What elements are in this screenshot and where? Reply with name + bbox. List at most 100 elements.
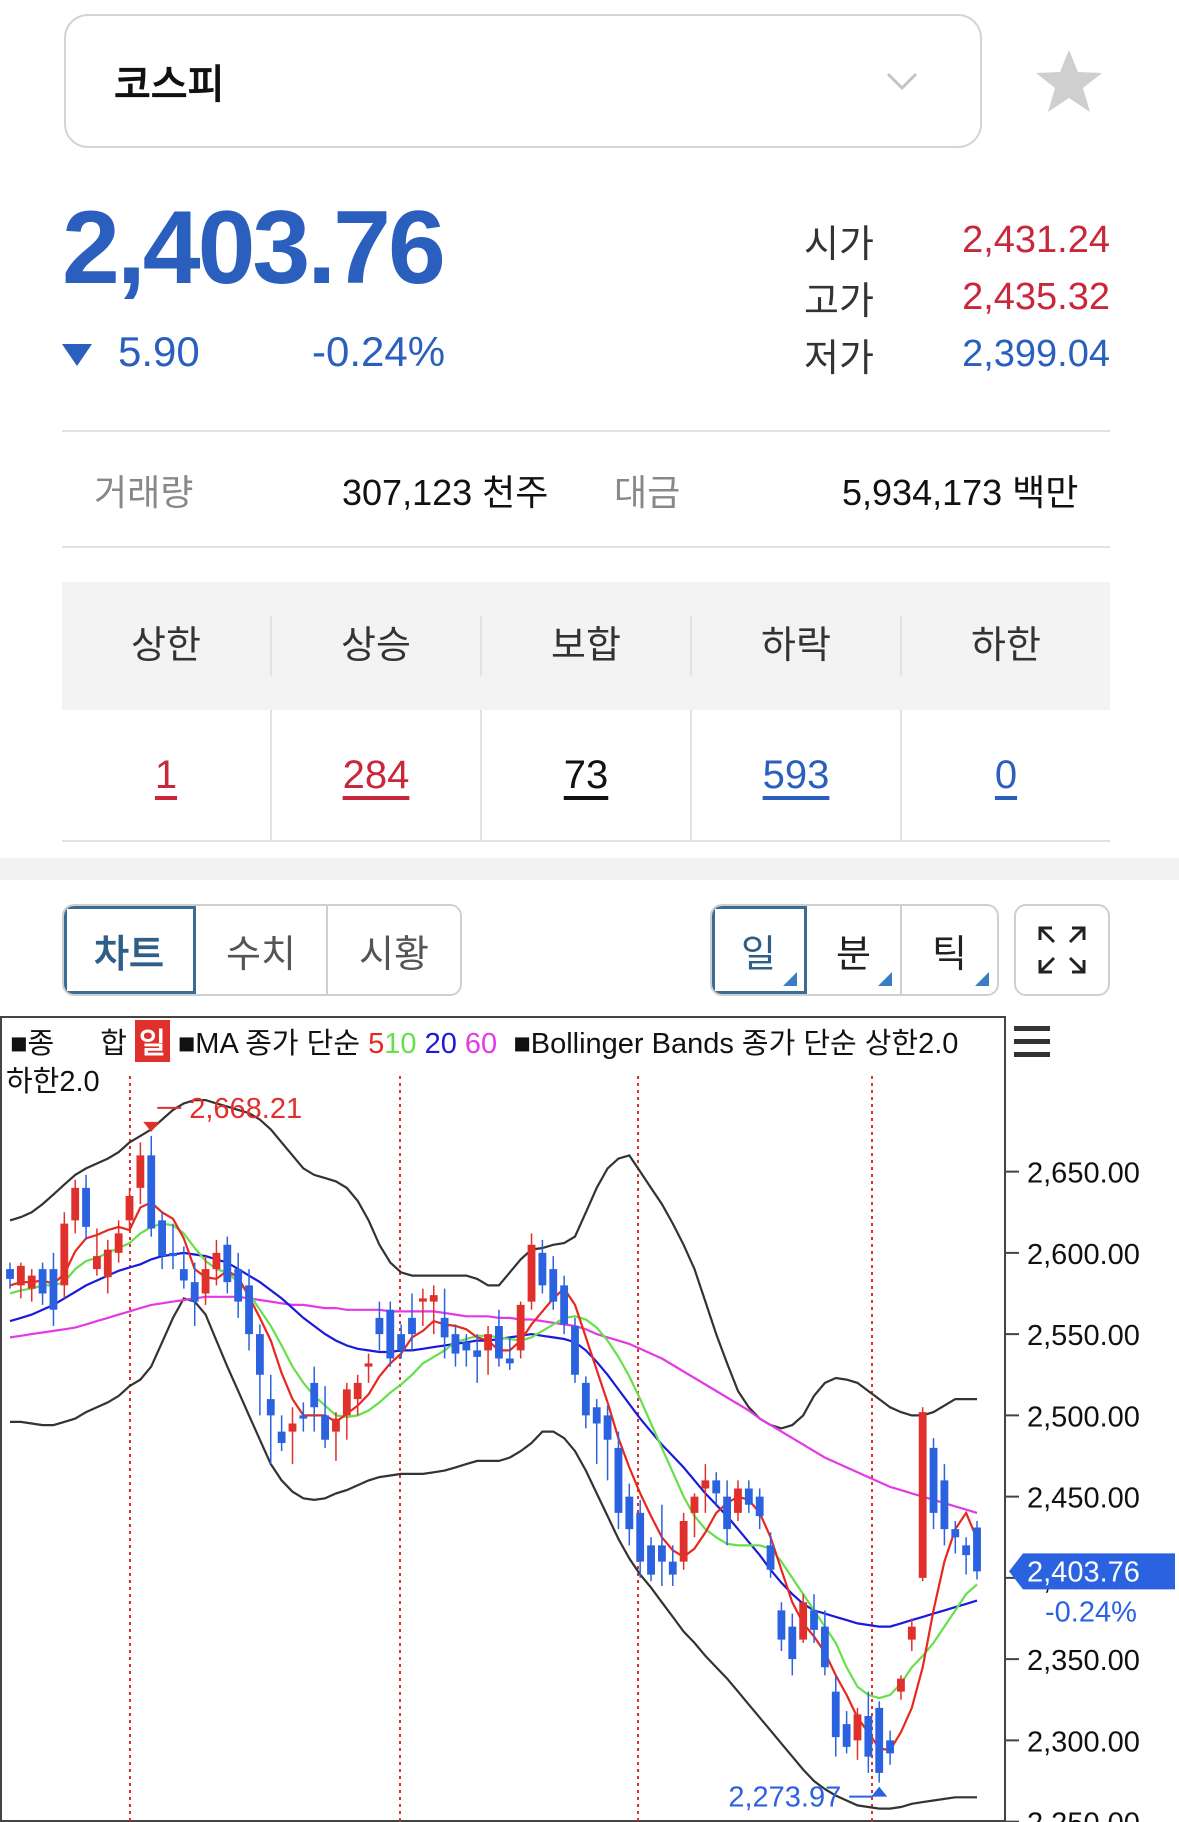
- candle-body: [49, 1269, 58, 1310]
- candle-body: [853, 1714, 862, 1741]
- breadth-fall-link[interactable]: 593: [692, 710, 902, 840]
- candle-body: [614, 1447, 623, 1513]
- favorite-star-icon[interactable]: [1034, 48, 1104, 114]
- candle-body: [864, 1716, 873, 1757]
- chart-plot-frame: [0, 1016, 1006, 1822]
- candle-body: [799, 1602, 808, 1640]
- current-price-tag: [1009, 1553, 1175, 1590]
- dropdown-corner-icon: [975, 972, 989, 986]
- volume-label: 거래량: [94, 472, 194, 513]
- market-breadth-table: 상한 상승 보합 하락 하한 1 284 73 593 0: [62, 582, 1110, 842]
- candle-body: [549, 1269, 558, 1302]
- breadth-header-rise: 상승: [272, 616, 482, 676]
- candle-body: [103, 1249, 112, 1278]
- breadth-header-fall: 하락: [692, 616, 902, 676]
- min-price-label: 2,273.97: [728, 1782, 841, 1814]
- candle-body: [201, 1269, 210, 1294]
- tab-chart[interactable]: 차트: [64, 906, 196, 994]
- candle-body: [625, 1496, 634, 1530]
- period-tick-label: 틱: [932, 933, 967, 976]
- y-tick-label: 2,250.00: [1027, 1808, 1140, 1822]
- candle-body: [136, 1155, 145, 1188]
- low-row: 저가 2,399.04: [804, 326, 1110, 383]
- divider: [62, 840, 1110, 842]
- candle-body: [571, 1326, 579, 1375]
- fullscreen-button[interactable]: [1014, 904, 1110, 996]
- candle-body: [929, 1447, 938, 1513]
- price-change: 5.90: [118, 328, 200, 375]
- candle-body: [505, 1358, 514, 1364]
- candle-body: [277, 1431, 286, 1443]
- legend-period-badge: 일: [135, 1020, 170, 1062]
- candle-body: [60, 1223, 69, 1286]
- breadth-header-limit-up: 상한: [62, 616, 272, 676]
- candle-body: [440, 1317, 449, 1338]
- breadth-header-row: 상한 상승 보합 하락 하한: [62, 582, 1110, 710]
- ma5-line: [9, 1201, 979, 1752]
- period-tabs: 일 분 틱: [710, 904, 999, 996]
- candle-body: [516, 1304, 525, 1351]
- candle-body: [169, 1252, 177, 1257]
- max-marker-icon: [143, 1121, 160, 1132]
- candle-body: [375, 1317, 384, 1335]
- candle-body: [299, 1415, 308, 1419]
- ma20-line: [9, 1251, 978, 1628]
- breadth-value-row: 1 284 73 593 0: [62, 710, 1110, 840]
- candle-body: [973, 1527, 981, 1572]
- down-triangle-icon: [62, 344, 92, 366]
- candle-body: [777, 1610, 786, 1640]
- candle-body: [310, 1382, 319, 1408]
- period-tick[interactable]: 틱: [902, 906, 997, 994]
- candle-body: [6, 1269, 14, 1279]
- current-price-label: 2,403.76: [1027, 1556, 1140, 1588]
- period-minute-label: 분: [836, 933, 871, 976]
- legend-sum: 합: [100, 1028, 127, 1060]
- breadth-rise-link[interactable]: 284: [272, 710, 482, 840]
- candle-body: [712, 1480, 721, 1494]
- candle-body: [831, 1691, 840, 1738]
- candle-body: [766, 1545, 775, 1570]
- y-tick-label: 2,450.00: [1027, 1483, 1140, 1515]
- breadth-limit-down-link[interactable]: 0: [994, 753, 1018, 797]
- candle-body: [16, 1265, 25, 1286]
- amount-label: 대금: [614, 472, 681, 513]
- period-daily-label: 일: [741, 933, 776, 976]
- chevron-down-icon: [886, 72, 918, 91]
- open-row: 시가 2,431.24: [804, 212, 1110, 269]
- chart-menu-icon[interactable]: [1012, 1022, 1052, 1062]
- breadth-flat-link[interactable]: 73: [482, 710, 692, 840]
- breadth-limit-up-link[interactable]: 1: [62, 710, 272, 840]
- bollinger-lower-line: [10, 1297, 977, 1810]
- min-marker-icon: [871, 1786, 888, 1797]
- candle-body: [451, 1334, 460, 1354]
- expand-icon: [1038, 926, 1086, 974]
- price-change-percent: -0.24%: [312, 328, 446, 375]
- chart-legend: ■종 합 일 ■MA 종가 단순 510 20 60 ■Bollinger Ba…: [10, 1020, 958, 1062]
- period-daily[interactable]: 일: [712, 906, 807, 994]
- bollinger-upper-line: [9, 1098, 977, 1430]
- period-minute[interactable]: 분: [807, 906, 902, 994]
- candle-body: [495, 1326, 503, 1359]
- y-tick-label: 2,650.00: [1027, 1158, 1140, 1190]
- y-tick-label: 2,300.00: [1027, 1726, 1140, 1758]
- open-label: 시가: [804, 224, 874, 266]
- tab-market-news[interactable]: 시황: [328, 906, 460, 994]
- candle-body: [603, 1415, 612, 1440]
- candle-body: [38, 1269, 47, 1294]
- y-tick-label: 2,500.00: [1027, 1401, 1140, 1433]
- tab-figures[interactable]: 수치: [196, 906, 328, 994]
- candle-body: [179, 1269, 188, 1281]
- candle-body: [342, 1389, 351, 1416]
- candle-body: [842, 1724, 851, 1747]
- candlestick-chart[interactable]: 2,650.00 2,600.00 2,550.00 2,500.00 2,450.00…: [0, 1016, 1179, 1822]
- current-change-label: -0.24%: [1045, 1596, 1137, 1628]
- max-price-label: 2,668.21: [189, 1093, 302, 1125]
- index-selector[interactable]: 코스피: [64, 14, 982, 148]
- volume-value: 307,123 천주: [342, 472, 549, 513]
- candle-body: [810, 1610, 818, 1630]
- candle-body: [147, 1155, 156, 1229]
- view-tabs: 차트 수치 시황: [62, 904, 462, 996]
- candle-body: [321, 1415, 330, 1440]
- candle-body: [690, 1496, 699, 1513]
- candle-body: [234, 1269, 243, 1302]
